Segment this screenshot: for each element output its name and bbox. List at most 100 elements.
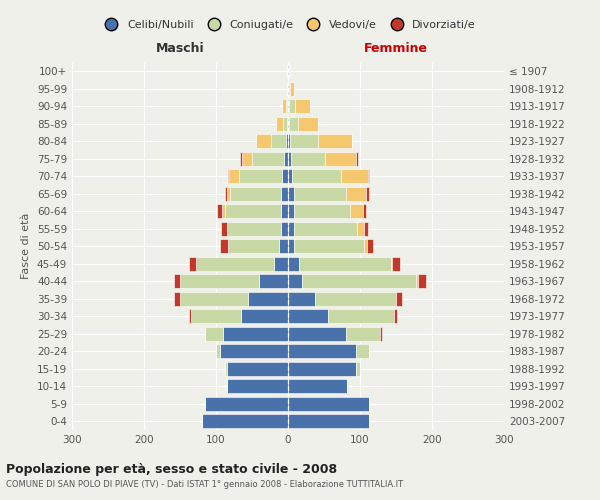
- Bar: [357, 222, 364, 236]
- Text: COMUNE DI SAN POLO DI PIAVE (TV) - Dati ISTAT 1° gennaio 2008 - Elaborazione TUT: COMUNE DI SAN POLO DI PIAVE (TV) - Dati …: [6, 480, 403, 489]
- Bar: [252, 152, 284, 166]
- Bar: [227, 362, 288, 376]
- Bar: [191, 309, 241, 324]
- Bar: [217, 204, 223, 218]
- Bar: [288, 274, 302, 288]
- Legend: Celibi/Nubili, Coniugati/e, Vedovi/e, Divorziati/e: Celibi/Nubili, Coniugati/e, Vedovi/e, Di…: [100, 20, 476, 30]
- Bar: [221, 222, 227, 236]
- Bar: [366, 186, 370, 200]
- Bar: [289, 116, 298, 130]
- Bar: [288, 169, 292, 183]
- Bar: [196, 257, 274, 271]
- Bar: [317, 134, 352, 148]
- Bar: [239, 169, 282, 183]
- Text: Popolazione per età, sesso e stato civile - 2008: Popolazione per età, sesso e stato civil…: [6, 462, 337, 475]
- Bar: [288, 397, 368, 411]
- Bar: [280, 240, 288, 253]
- Bar: [392, 257, 400, 271]
- Bar: [281, 204, 288, 218]
- Bar: [205, 397, 288, 411]
- Bar: [282, 99, 286, 114]
- Bar: [242, 152, 252, 166]
- Bar: [227, 379, 288, 393]
- Bar: [281, 222, 288, 236]
- Bar: [294, 186, 346, 200]
- Bar: [294, 204, 350, 218]
- Text: Maschi: Maschi: [155, 42, 205, 55]
- Bar: [223, 204, 224, 218]
- Bar: [294, 222, 357, 236]
- Bar: [241, 309, 288, 324]
- Bar: [299, 257, 391, 271]
- Bar: [391, 257, 392, 271]
- Bar: [230, 186, 281, 200]
- Bar: [220, 240, 227, 253]
- Bar: [418, 274, 426, 288]
- Bar: [289, 64, 290, 78]
- Bar: [205, 327, 223, 341]
- Bar: [350, 204, 363, 218]
- Bar: [271, 134, 286, 148]
- Bar: [288, 362, 356, 376]
- Bar: [295, 99, 310, 114]
- Bar: [290, 134, 317, 148]
- Bar: [287, 64, 288, 78]
- Y-axis label: Fasce di età: Fasce di età: [22, 213, 31, 280]
- Bar: [356, 362, 360, 376]
- Bar: [289, 82, 290, 96]
- Text: Femmine: Femmine: [364, 42, 428, 55]
- Bar: [290, 82, 294, 96]
- Bar: [282, 169, 288, 183]
- Bar: [248, 292, 288, 306]
- Bar: [364, 240, 367, 253]
- Bar: [288, 257, 299, 271]
- Bar: [356, 344, 370, 358]
- Bar: [396, 292, 402, 306]
- Bar: [227, 186, 230, 200]
- Bar: [346, 327, 380, 341]
- Bar: [292, 169, 341, 183]
- Bar: [288, 152, 291, 166]
- Bar: [288, 134, 290, 148]
- Bar: [416, 274, 418, 288]
- Bar: [380, 327, 382, 341]
- Bar: [356, 152, 358, 166]
- Bar: [229, 169, 239, 183]
- Bar: [174, 274, 180, 288]
- Bar: [288, 64, 289, 78]
- Bar: [346, 186, 366, 200]
- Bar: [226, 362, 227, 376]
- Bar: [364, 222, 368, 236]
- Bar: [180, 292, 248, 306]
- Bar: [287, 116, 288, 130]
- Bar: [341, 169, 368, 183]
- Bar: [288, 99, 289, 114]
- Bar: [190, 309, 191, 324]
- Bar: [394, 309, 397, 324]
- Bar: [325, 152, 356, 166]
- Bar: [368, 169, 370, 183]
- Bar: [298, 116, 318, 130]
- Bar: [188, 257, 196, 271]
- Bar: [241, 152, 242, 166]
- Bar: [224, 204, 281, 218]
- Bar: [288, 116, 289, 130]
- Bar: [288, 414, 368, 428]
- Bar: [288, 204, 294, 218]
- Bar: [256, 134, 271, 148]
- Bar: [283, 116, 287, 130]
- Bar: [367, 240, 373, 253]
- Bar: [276, 116, 283, 130]
- Bar: [291, 152, 325, 166]
- Bar: [288, 240, 294, 253]
- Bar: [227, 169, 229, 183]
- Bar: [281, 186, 288, 200]
- Bar: [174, 292, 180, 306]
- Bar: [288, 327, 346, 341]
- Bar: [180, 274, 259, 288]
- Bar: [288, 292, 316, 306]
- Bar: [286, 99, 287, 114]
- Bar: [220, 344, 288, 358]
- Bar: [216, 344, 220, 358]
- Bar: [288, 344, 356, 358]
